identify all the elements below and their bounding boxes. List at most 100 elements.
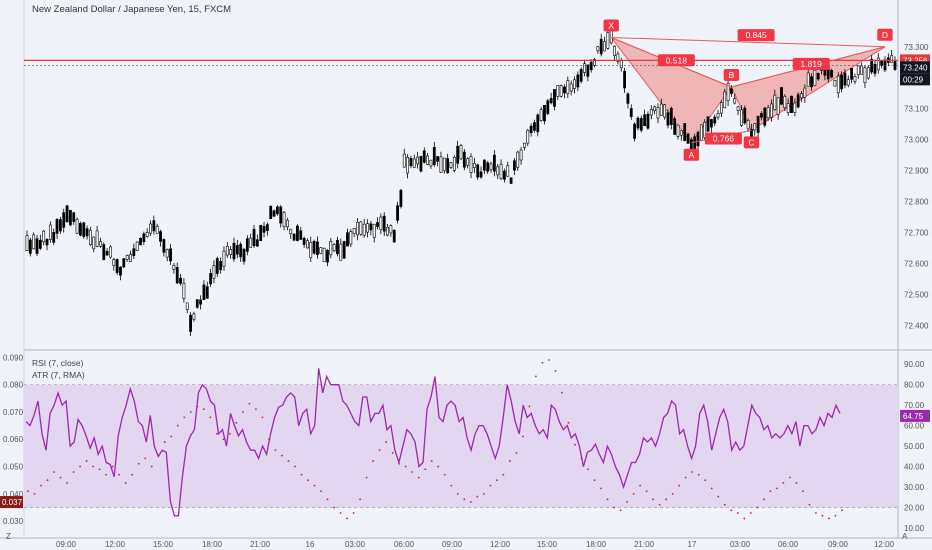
- pattern-point-c-box[interactable]: [743, 136, 760, 149]
- candle-body[interactable]: [302, 238, 306, 245]
- candle-body[interactable]: [479, 171, 483, 178]
- candle-body[interactable]: [706, 116, 710, 132]
- candle-body[interactable]: [469, 156, 473, 173]
- candle-body[interactable]: [65, 205, 69, 223]
- candle-body[interactable]: [205, 286, 209, 299]
- candle-body[interactable]: [893, 61, 897, 70]
- candle-body[interactable]: [546, 100, 550, 114]
- candle-body[interactable]: [316, 241, 319, 256]
- candle-body[interactable]: [132, 248, 136, 257]
- candle-body[interactable]: [369, 223, 373, 231]
- candle-body[interactable]: [526, 130, 530, 144]
- candle-body[interactable]: [282, 211, 286, 227]
- candle-body[interactable]: [890, 55, 894, 63]
- candle-body[interactable]: [82, 222, 86, 237]
- candle-body[interactable]: [683, 123, 687, 141]
- candle-body[interactable]: [816, 73, 820, 80]
- candle-body[interactable]: [235, 245, 239, 255]
- candle-body[interactable]: [28, 239, 32, 254]
- candle-body[interactable]: [179, 277, 182, 284]
- candle-body[interactable]: [623, 70, 626, 89]
- candle-body[interactable]: [646, 113, 650, 129]
- candle-body[interactable]: [376, 222, 379, 228]
- candle-body[interactable]: [549, 98, 553, 104]
- candle-body[interactable]: [152, 220, 156, 232]
- candle-body[interactable]: [62, 212, 66, 228]
- candle-body[interactable]: [42, 230, 46, 243]
- candle-body[interactable]: [539, 109, 543, 121]
- candle-body[interactable]: [112, 259, 116, 266]
- candle-body[interactable]: [579, 69, 583, 82]
- candle-body[interactable]: [199, 299, 203, 305]
- pattern-point-a-box[interactable]: [683, 148, 700, 161]
- candle-body[interactable]: [356, 222, 359, 236]
- candle-body[interactable]: [773, 94, 777, 110]
- candle-body[interactable]: [392, 229, 396, 243]
- candle-body[interactable]: [462, 151, 466, 168]
- candle-body[interactable]: [836, 75, 840, 94]
- candle-body[interactable]: [366, 223, 369, 233]
- candle-body[interactable]: [676, 124, 680, 137]
- pattern-point-d-box[interactable]: [877, 28, 893, 41]
- candle-body[interactable]: [486, 162, 490, 172]
- candle-body[interactable]: [439, 156, 443, 173]
- candle-body[interactable]: [553, 89, 556, 107]
- candle-body[interactable]: [139, 238, 142, 246]
- candle-body[interactable]: [452, 156, 456, 171]
- candle-body[interactable]: [402, 153, 406, 168]
- candle-body[interactable]: [496, 166, 500, 176]
- candle-body[interactable]: [99, 241, 102, 247]
- candle-body[interactable]: [125, 255, 129, 260]
- candle-body[interactable]: [285, 219, 289, 228]
- candle-body[interactable]: [743, 107, 747, 124]
- candle-body[interactable]: [399, 190, 403, 207]
- candle-body[interactable]: [639, 118, 643, 131]
- candle-body[interactable]: [412, 158, 416, 168]
- candle-body[interactable]: [119, 266, 122, 276]
- pattern-point-x-box[interactable]: [603, 19, 619, 32]
- candle-body[interactable]: [649, 108, 653, 116]
- auto-scale-label[interactable]: A: [902, 532, 908, 541]
- candle-body[interactable]: [753, 123, 757, 131]
- candle-body[interactable]: [763, 107, 767, 126]
- candle-body[interactable]: [559, 85, 563, 97]
- candle-body[interactable]: [583, 63, 586, 73]
- candle-body[interactable]: [329, 241, 333, 256]
- candle-body[interactable]: [339, 243, 343, 261]
- candle-body[interactable]: [249, 237, 253, 248]
- candle-body[interactable]: [573, 79, 576, 89]
- candle-body[interactable]: [810, 76, 813, 88]
- candle-body[interactable]: [566, 80, 570, 94]
- candle-body[interactable]: [322, 247, 326, 263]
- candle-body[interactable]: [756, 115, 760, 133]
- candle-body[interactable]: [72, 212, 76, 222]
- candle-body[interactable]: [536, 114, 540, 133]
- candle-body[interactable]: [709, 119, 713, 128]
- candle-body[interactable]: [766, 107, 770, 119]
- candle-body[interactable]: [863, 67, 867, 83]
- candle-body[interactable]: [342, 241, 346, 259]
- candle-body[interactable]: [699, 124, 703, 141]
- candle-body[interactable]: [846, 79, 850, 86]
- candle-body[interactable]: [102, 244, 106, 260]
- candle-body[interactable]: [145, 232, 149, 237]
- candle-body[interactable]: [319, 247, 323, 254]
- candle-body[interactable]: [312, 241, 316, 254]
- candle-body[interactable]: [696, 132, 700, 147]
- candle-body[interactable]: [666, 112, 670, 126]
- candle-body[interactable]: [663, 104, 667, 118]
- candle-body[interactable]: [175, 267, 179, 284]
- candle-body[interactable]: [229, 249, 233, 255]
- candle-body[interactable]: [593, 59, 596, 66]
- candle-body[interactable]: [426, 155, 430, 165]
- candle-body[interactable]: [716, 113, 720, 118]
- candle-body[interactable]: [736, 106, 740, 111]
- candle-body[interactable]: [242, 248, 246, 262]
- candle-body[interactable]: [719, 102, 723, 114]
- candle-body[interactable]: [880, 60, 884, 66]
- candle-body[interactable]: [723, 91, 727, 109]
- candle-body[interactable]: [372, 223, 376, 238]
- candle-body[interactable]: [793, 102, 797, 113]
- candle-body[interactable]: [576, 74, 580, 88]
- candle-body[interactable]: [25, 235, 29, 251]
